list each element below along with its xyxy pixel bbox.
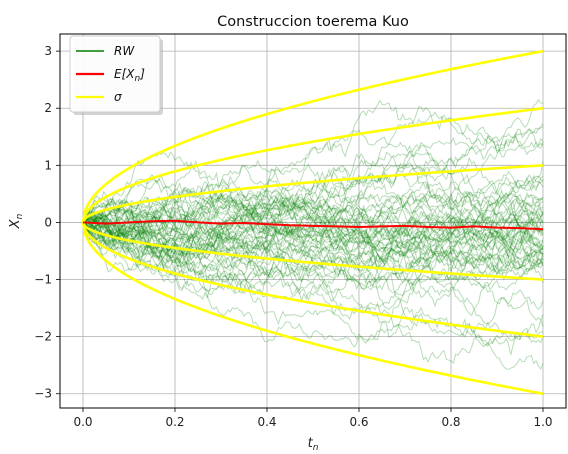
random-walk-line	[82, 173, 544, 236]
random-walk-line	[82, 222, 544, 326]
chart-title: Construccion toerema Kuo	[217, 14, 409, 30]
sigma-line	[81, 164, 544, 224]
random-walk-line	[82, 183, 544, 250]
random-walk-line	[82, 174, 544, 247]
random-walk-line	[82, 200, 544, 263]
random-walk-line	[82, 220, 544, 308]
random-walk-line	[82, 188, 544, 311]
random-walk-line	[82, 171, 544, 233]
random-walk-line	[82, 188, 544, 253]
sigma-line	[81, 222, 544, 395]
random-walk-line	[82, 211, 544, 269]
random-walk-line	[82, 164, 544, 267]
x-axis: 0.0 0.2 0.4 0.6 0.8 1.0	[73, 408, 553, 429]
legend-label-mean: E[Xn]	[114, 67, 145, 84]
y-tick-label: 3	[44, 44, 52, 58]
plot-frame	[59, 33, 567, 409]
x-tick-label: 0.4	[257, 415, 276, 429]
legend-box	[69, 35, 161, 113]
random-walk-line	[82, 214, 544, 281]
legend: RW E[Xn] σ	[69, 35, 163, 115]
y-tick-label: −1	[34, 273, 52, 287]
random-walk-line	[82, 181, 544, 240]
random-walk-line	[82, 161, 544, 264]
legend-label-rw: RW	[114, 44, 135, 58]
random-walk-line	[82, 151, 544, 242]
random-walk-line	[82, 207, 544, 269]
random-walk-line	[82, 180, 544, 246]
random-walk-line	[82, 222, 544, 348]
random-walk-line	[82, 207, 544, 301]
x-axis-label: tn	[308, 436, 319, 453]
random-walk-line	[82, 187, 544, 247]
random-walk-line	[82, 199, 544, 279]
mean-series	[82, 219, 544, 231]
sigma-line	[81, 221, 544, 281]
x-tick-label: 0.2	[165, 415, 184, 429]
random-walk-line	[82, 188, 544, 251]
random-walk-line	[82, 211, 544, 296]
random-walk-line	[82, 129, 544, 257]
random-walk-line	[82, 126, 544, 248]
sigma-line	[81, 49, 544, 223]
random-walk-line	[82, 222, 544, 295]
random-walk-line	[82, 222, 544, 327]
random-walk-line	[82, 194, 544, 252]
x-tick-label: 0.6	[349, 415, 368, 429]
random-walk-line	[82, 202, 544, 273]
random-walk-line	[82, 222, 544, 291]
x-tick-label: 0.0	[73, 415, 92, 429]
random-walk-line	[82, 159, 544, 240]
random-walk-line	[82, 176, 544, 258]
random-walk-line	[82, 131, 544, 227]
random-walk-line	[83, 214, 544, 364]
random-walk-line	[82, 195, 544, 274]
sigma-line	[81, 106, 544, 223]
random-walk-line	[82, 196, 544, 300]
random-walk-series	[82, 98, 544, 370]
sigma-series	[81, 49, 544, 395]
x-tick-label: 0.8	[441, 415, 460, 429]
random-walk-line	[82, 206, 544, 270]
y-tick-label: 1	[44, 158, 52, 172]
mean-line	[82, 219, 544, 231]
random-walk-line	[82, 216, 544, 283]
random-walk-line	[82, 132, 544, 245]
random-walk-line	[82, 98, 544, 223]
random-walk-line	[82, 186, 544, 260]
y-axis: −3 −2 −1 0 1 2 3	[34, 44, 60, 401]
sigma-line	[81, 222, 544, 338]
y-tick-label: −2	[34, 330, 52, 344]
x-tick-label: 1.0	[533, 415, 552, 429]
random-walk-line	[82, 173, 544, 257]
random-walk-line	[82, 212, 544, 272]
y-tick-label: 2	[44, 101, 52, 115]
random-walk-line	[82, 173, 544, 268]
random-walk-line	[82, 222, 544, 288]
random-walk-line	[82, 191, 544, 275]
random-walk-line	[82, 208, 544, 370]
y-axis-label: Xn	[8, 213, 25, 229]
legend-label-sigma: σ	[114, 90, 122, 104]
y-tick-label: −3	[34, 387, 52, 401]
random-walk-line	[82, 208, 544, 324]
y-tick-label: 0	[44, 215, 52, 229]
